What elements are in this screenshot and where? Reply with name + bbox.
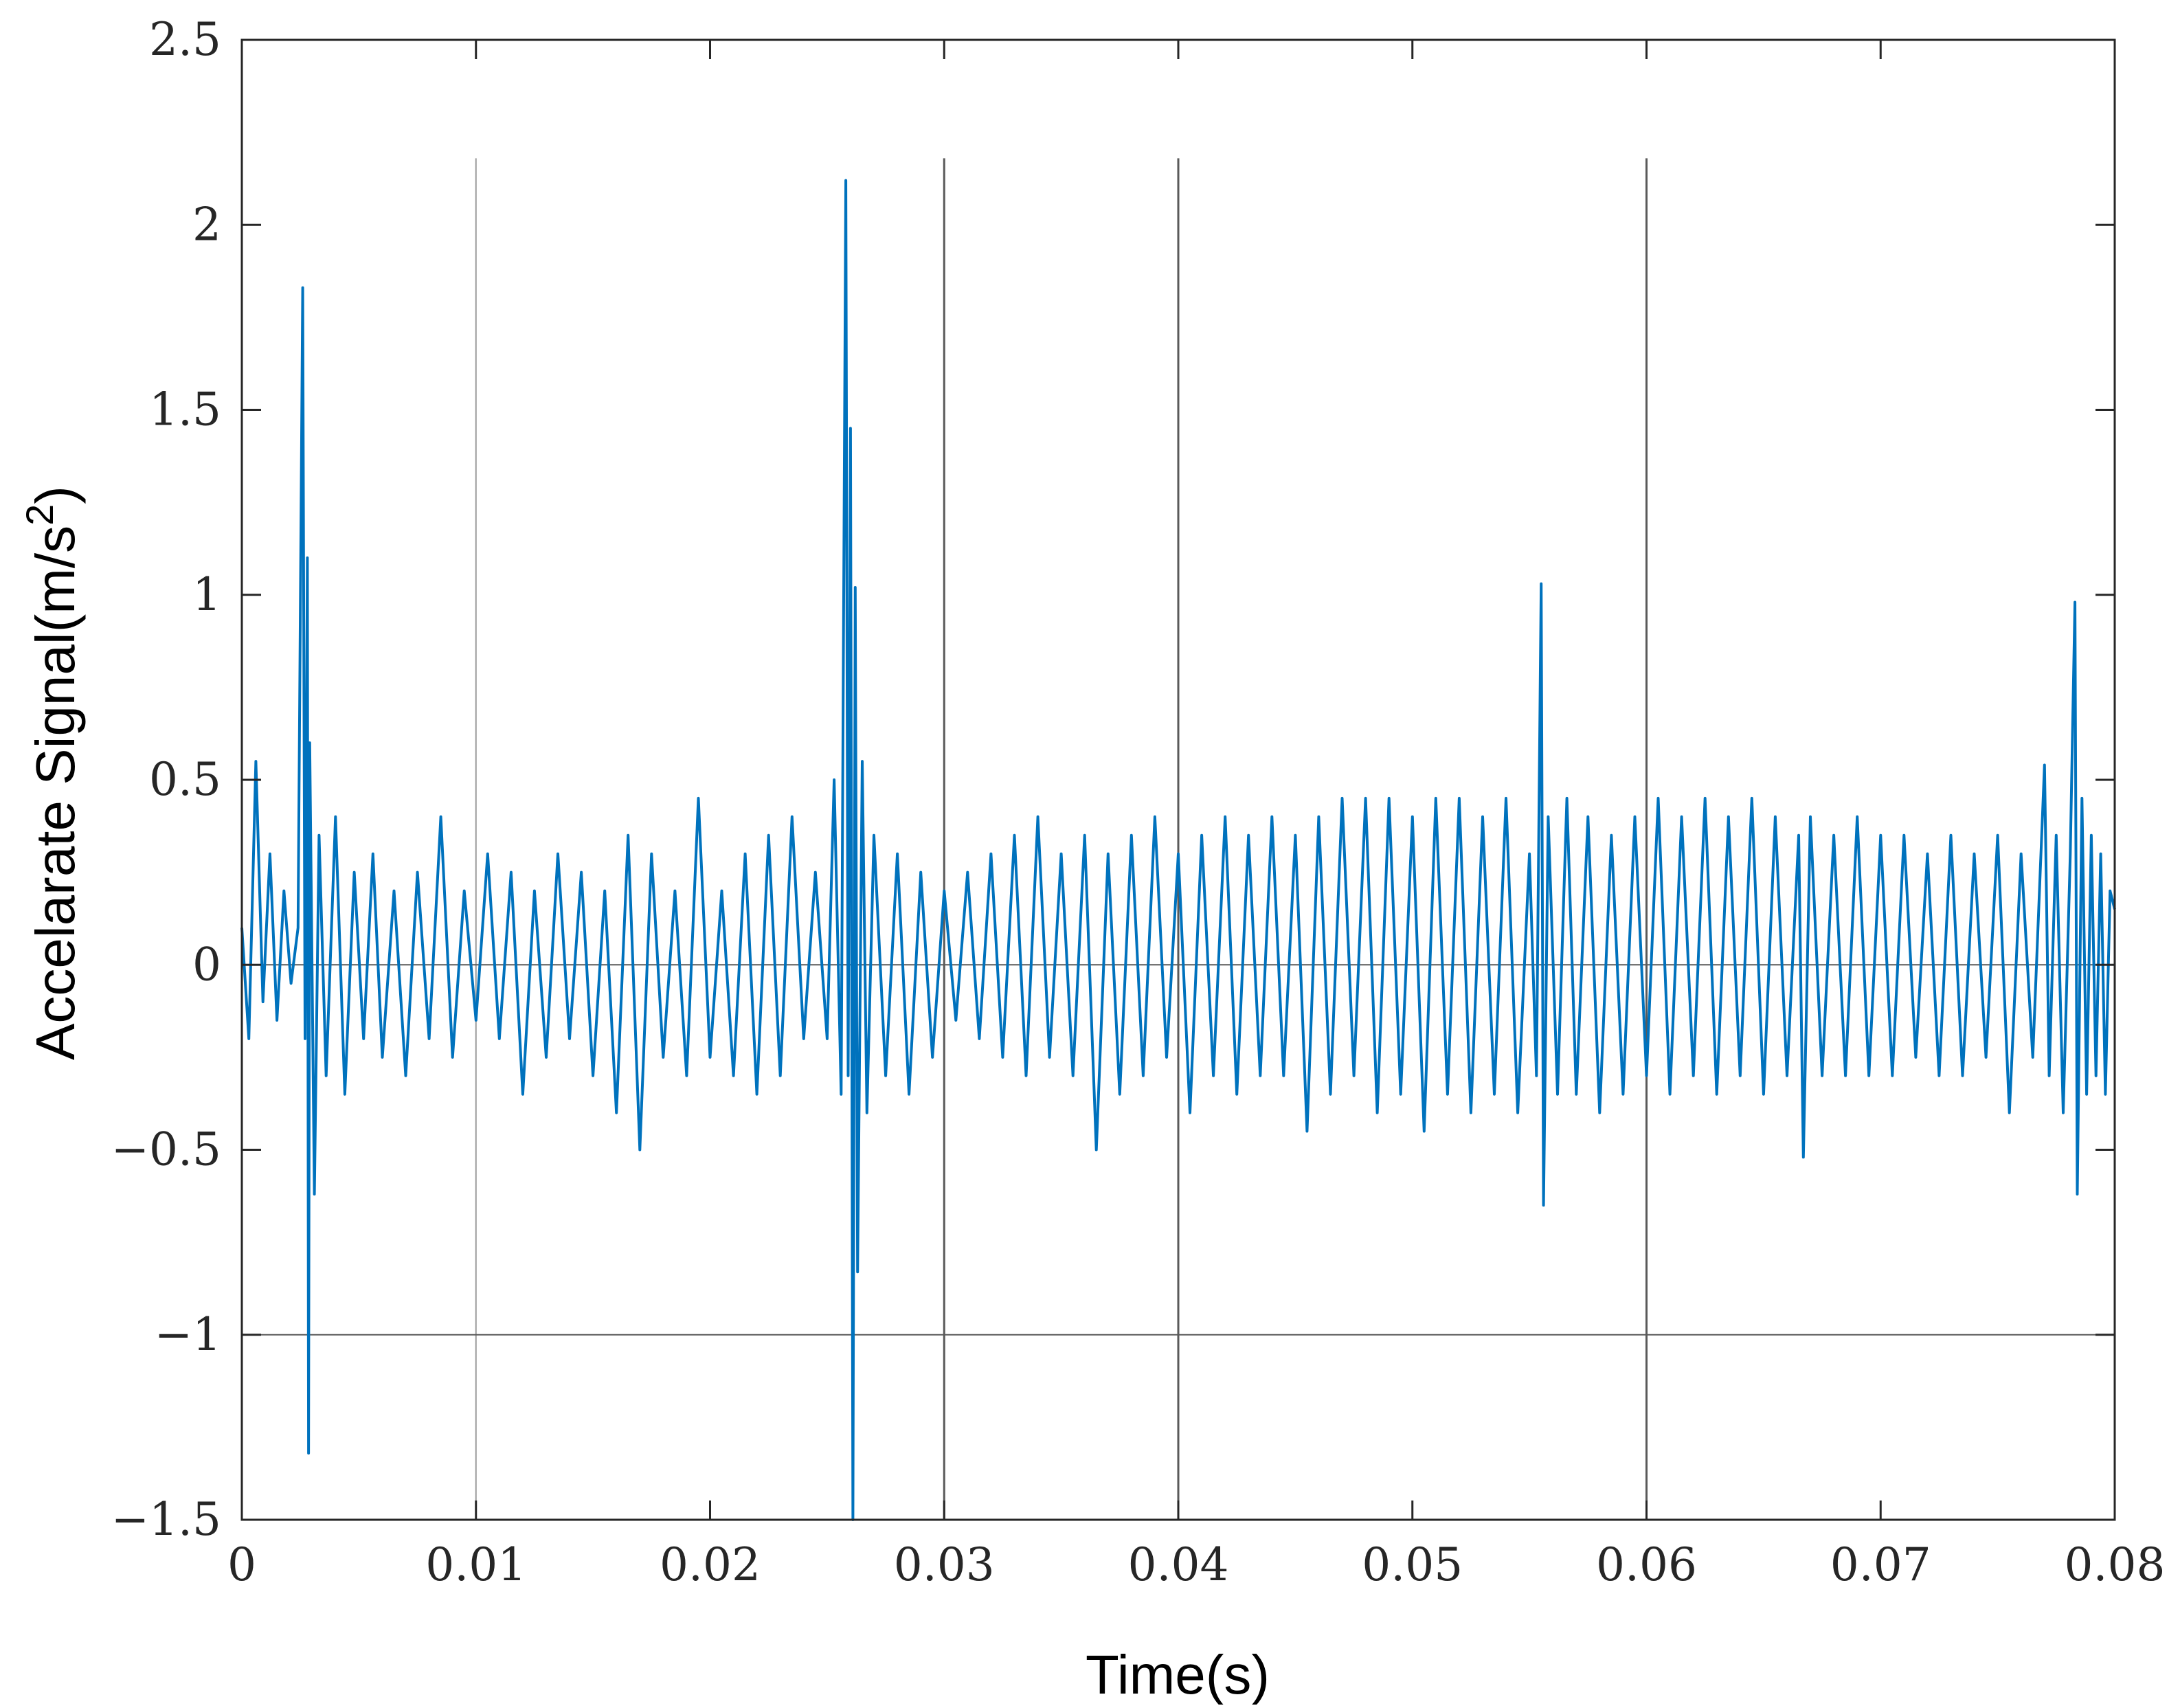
series-line-0 <box>240 179 2116 1521</box>
x-tick-label-6: 0.06 <box>1596 1538 1697 1591</box>
y-tick-label-5: 0 <box>192 938 221 991</box>
y-tick-label-7: −1 <box>155 1308 221 1361</box>
y-tick-label-0: 2.5 <box>149 13 221 66</box>
y-axis-label-superscript: 2 <box>18 504 61 526</box>
series-layer <box>240 179 2116 1521</box>
x-tick-label-0: 0 <box>227 1538 256 1591</box>
y-axis-label-suffix: ) <box>25 486 86 504</box>
y-tick-label-8: −1.5 <box>111 1493 221 1546</box>
x-tick-label-3: 0.03 <box>894 1538 995 1591</box>
x-tick-label-8: 0.08 <box>2065 1538 2166 1591</box>
x-axis-label: Time(s) <box>1086 1644 1270 1705</box>
y-tick-label-2: 1.5 <box>149 383 221 436</box>
tick-labels: 0 0.01 0.02 0.03 0.04 0.05 0.06 0.07 0.08 2.5 2 1.5… <box>111 13 2166 1591</box>
x-tick-label-2: 0.02 <box>660 1538 761 1591</box>
y-tick-label-6: −0.5 <box>111 1123 221 1176</box>
x-tick-label-5: 0.05 <box>1362 1538 1463 1591</box>
axes <box>240 38 2116 1521</box>
y-axis-label-main: Accelarate Signal(m/s <box>25 526 86 1060</box>
x-tick-label-1: 0.01 <box>425 1538 526 1591</box>
y-tick-label-4: 0.5 <box>149 753 221 806</box>
reference-lines <box>242 158 2115 1520</box>
x-tick-label-7: 0.07 <box>1830 1538 1931 1591</box>
x-tick-label-4: 0.04 <box>1128 1538 1229 1591</box>
y-tick-label-1: 2 <box>192 198 221 251</box>
y-tick-label-3: 1 <box>192 568 221 621</box>
y-axis-label: Accelarate Signal(m/s2) <box>18 486 87 1060</box>
